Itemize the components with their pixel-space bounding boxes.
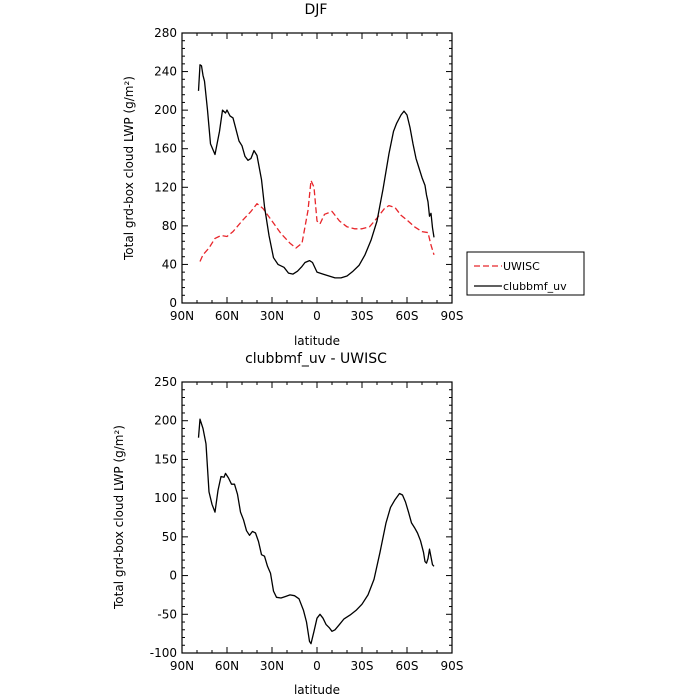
bottom-x-tick-label: 30N [260, 659, 284, 673]
top-x-axis-label: latitude [294, 334, 340, 348]
bottom-x-tick-label: 30S [351, 659, 374, 673]
top-y-ticks: 0 40 80 120 160 200 240 280 [154, 26, 452, 310]
top-series-line-clubbmf-uv [197, 64, 435, 279]
bottom-y-tick-label: 0 [169, 569, 177, 583]
top-x-tick-label: 0 [313, 309, 321, 323]
top-x-tick-label: 30N [260, 309, 284, 323]
bottom-y-tick-label: 100 [154, 491, 177, 505]
bottom-y-tick-label: 150 [154, 452, 177, 466]
top-y-tick-label: 280 [154, 26, 177, 40]
top-x-tick-label: 90N [170, 309, 194, 323]
top-y-tick-label: 240 [154, 65, 177, 79]
legend-label-clubbmf-uv: clubbmf_uv [503, 280, 567, 293]
top-chart-title: DJF [305, 2, 328, 18]
bottom-y-tick-label: -50 [157, 607, 177, 621]
top-plot-frame [181, 32, 453, 304]
bottom-chart-title: clubbmf_uv - UWISC [245, 351, 387, 367]
top-x-tick-label: 60N [215, 309, 239, 323]
bottom-y-tick-label: -100 [150, 646, 177, 660]
bottom-y-tick-label: 200 [154, 414, 177, 428]
bottom-x-ticks: 90N 60N 30N 0 30S 60S 90S [170, 382, 464, 673]
top-y-tick-label: 80 [162, 219, 177, 233]
legend-label-uwisc: UWISC [503, 260, 540, 273]
bottom-x-tick-label: 90S [441, 659, 464, 673]
bottom-x-tick-label: 0 [313, 659, 321, 673]
top-x-ticks: 90N 60N 30N 0 30S 60S 90S [170, 33, 464, 323]
bottom-plot-frame [181, 381, 453, 654]
bottom-x-tick-label: 60S [396, 659, 419, 673]
bottom-y-tick-label: 50 [162, 530, 177, 544]
top-y-axis-label: Total grd-box cloud LWP (g/m²) [122, 76, 136, 261]
top-x-tick-label: 60S [396, 309, 419, 323]
top-y-tick-label: 120 [154, 180, 177, 194]
bottom-series [197, 418, 435, 645]
bottom-plot: clubbmf_uv - UWISC -100 -50 0 50 100 150 200 25… [112, 351, 463, 697]
top-x-tick-label: 30S [351, 309, 374, 323]
top-y-tick-label: 0 [169, 296, 177, 310]
top-y-tick-label: 40 [162, 257, 177, 271]
top-x-tick-label: 90S [441, 309, 464, 323]
top-series-line-uwisc [199, 179, 435, 262]
top-series [197, 64, 435, 279]
legend: UWISC clubbmf_uv [466, 251, 585, 296]
top-y-tick-label: 160 [154, 142, 177, 156]
bottom-y-tick-label: 250 [154, 375, 177, 389]
bottom-series-line-difference [197, 418, 435, 645]
legend-box [466, 251, 585, 296]
bottom-x-axis-label: latitude [294, 683, 340, 697]
top-y-tick-label: 200 [154, 103, 177, 117]
bottom-x-tick-label: 90N [170, 659, 194, 673]
bottom-y-ticks: -100 -50 0 50 100 150 200 250 [150, 375, 452, 660]
bottom-x-tick-label: 60N [215, 659, 239, 673]
top-plot: DJF 0 40 80 120 160 200 240 280 90N 60N 30N 0 30S 60… [122, 2, 585, 348]
bottom-y-axis-label: Total grd-box cloud LWP (g/m²) [112, 425, 126, 610]
